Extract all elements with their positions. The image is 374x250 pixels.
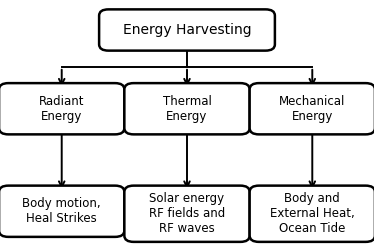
Text: Energy Harvesting: Energy Harvesting (123, 23, 251, 37)
Text: Radiant
Energy: Radiant Energy (39, 95, 85, 123)
Text: Thermal
Energy: Thermal Energy (163, 95, 211, 123)
FancyBboxPatch shape (249, 186, 374, 242)
FancyBboxPatch shape (124, 83, 249, 134)
Text: Solar energy
RF fields and
RF waves: Solar energy RF fields and RF waves (149, 192, 225, 235)
FancyBboxPatch shape (124, 186, 249, 242)
Text: Body motion,
Heal Strikes: Body motion, Heal Strikes (22, 197, 101, 225)
FancyBboxPatch shape (99, 9, 275, 50)
FancyBboxPatch shape (0, 186, 124, 237)
FancyBboxPatch shape (0, 83, 124, 134)
Text: Body and
External Heat,
Ocean Tide: Body and External Heat, Ocean Tide (270, 192, 355, 235)
FancyBboxPatch shape (249, 83, 374, 134)
Text: Mechanical
Energy: Mechanical Energy (279, 95, 346, 123)
